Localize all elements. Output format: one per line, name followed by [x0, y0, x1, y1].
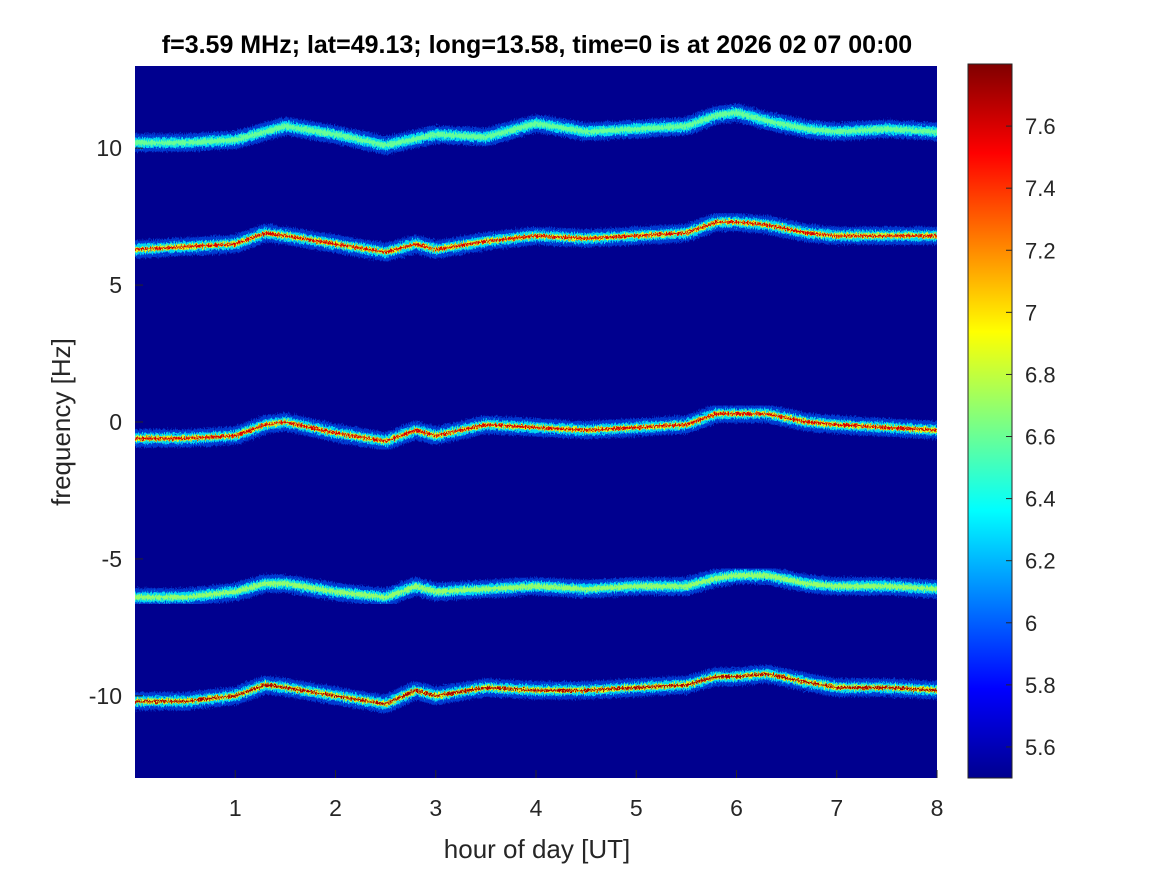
y-axis-label: frequency [Hz]	[46, 338, 76, 506]
x-tick-label: 1	[229, 795, 242, 821]
colorbar-tick-label: 7	[1025, 300, 1037, 325]
band-1-layer-3	[135, 221, 937, 254]
band-3-layer-3	[135, 574, 937, 599]
band-3	[135, 566, 937, 607]
band-4-layer-3	[135, 672, 937, 706]
x-axis-label: hour of day [UT]	[444, 834, 630, 864]
colorbar-tick-label: 7.6	[1025, 114, 1056, 139]
colorbar-tick-label: 7.4	[1025, 176, 1056, 201]
colorbar-tick-label: 6.6	[1025, 425, 1056, 450]
band-4	[135, 664, 937, 714]
band-2	[135, 404, 937, 451]
y-tick-label: -5	[102, 546, 122, 572]
colorbar-tick-label: 7.2	[1025, 238, 1056, 263]
y-tick-label: 0	[109, 409, 122, 435]
colorbar-tick-label: 6	[1025, 611, 1037, 636]
colorbar-tick-label: 6.4	[1025, 487, 1056, 512]
y-tick-label: 10	[96, 135, 122, 161]
colorbar-tick-label: 6.2	[1025, 549, 1056, 574]
band-0-layer-3	[135, 111, 937, 147]
colorbar-ticks: 7.6 7.4 7.2 7 6.8 6.6 6.4 6.2 6 5.8 5.6	[1006, 114, 1056, 760]
colorbar-tick-label: 5.6	[1025, 735, 1056, 760]
x-axis: 1 2 3 4 5 6 7 8	[229, 770, 944, 821]
band-1	[135, 213, 937, 262]
x-tick-label: 8	[931, 795, 944, 821]
band-0	[135, 103, 937, 155]
colorbar-tick-label: 5.8	[1025, 673, 1056, 698]
chart-title: f=3.59 MHz; lat=49.13; long=13.58, time=…	[162, 31, 912, 59]
y-tick-label: 5	[109, 272, 122, 298]
colorbar	[967, 63, 1013, 779]
x-tick-label: 5	[630, 795, 643, 821]
x-tick-label: 3	[429, 795, 442, 821]
spectral-bands	[135, 103, 937, 714]
y-tick-label: -10	[89, 683, 122, 709]
x-tick-label: 2	[329, 795, 342, 821]
y-axis: 10 5 0 -5 -10	[89, 135, 143, 709]
colorbar-tick-label: 6.8	[1025, 362, 1056, 387]
x-tick-label: 7	[830, 795, 843, 821]
x-tick-label: 4	[530, 795, 543, 821]
x-tick-label: 6	[730, 795, 743, 821]
band-2-layer-3	[135, 412, 937, 443]
